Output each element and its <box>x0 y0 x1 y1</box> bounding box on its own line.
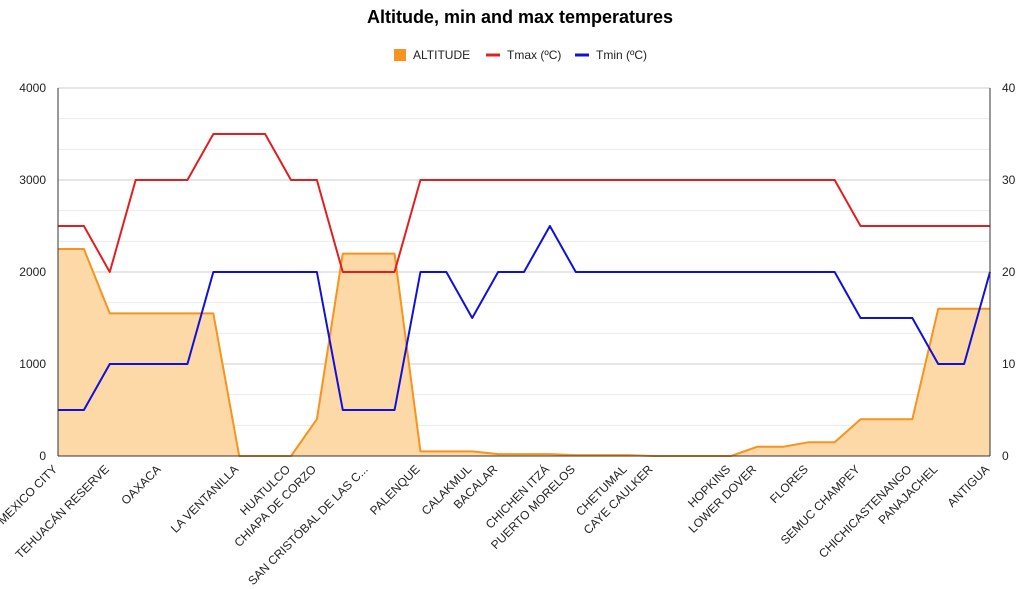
right-tick-label: 20 <box>1002 265 1016 279</box>
tmax-line <box>58 133 990 273</box>
axes <box>57 88 991 457</box>
legend: ALTITUDE Tmax (ºC) Tmin (ºC) <box>394 48 647 62</box>
category-label: TEHUACÁN RESERVE <box>12 462 112 562</box>
temperature-lines-layer <box>58 133 991 411</box>
altitude-area-layer <box>58 248 990 457</box>
category-label: FLORES <box>767 462 811 506</box>
legend-label: Tmin (ºC) <box>596 48 647 62</box>
category-label: OAXACA <box>118 462 163 507</box>
right-axis-ticks: 0 10 20 30 40 <box>1002 81 1016 463</box>
altitude-line <box>58 248 990 457</box>
left-tick-label: 2000 <box>19 265 46 279</box>
legend-label: Tmax (ºC) <box>507 48 561 62</box>
left-tick-label: 0 <box>39 449 46 463</box>
legend-swatch-altitude <box>394 49 406 61</box>
right-tick-label: 40 <box>1002 81 1016 95</box>
chart-title: Altitude, min and max temperatures <box>367 7 673 27</box>
left-tick-label: 1000 <box>19 357 46 371</box>
legend-label: ALTITUDE <box>413 48 470 62</box>
category-label: LA VENTANILLA <box>168 462 241 535</box>
altitude-area-fill <box>58 249 990 456</box>
tmin-line <box>58 225 991 411</box>
right-tick-label: 30 <box>1002 173 1016 187</box>
right-tick-label: 0 <box>1002 449 1009 463</box>
category-label: PALENQUE <box>367 462 422 517</box>
category-label: ANTIGUA <box>945 462 993 510</box>
left-tick-label: 4000 <box>19 81 46 95</box>
left-axis-ticks: 0 1000 2000 3000 4000 <box>19 81 46 463</box>
right-tick-label: 10 <box>1002 357 1016 371</box>
left-tick-label: 3000 <box>19 173 46 187</box>
